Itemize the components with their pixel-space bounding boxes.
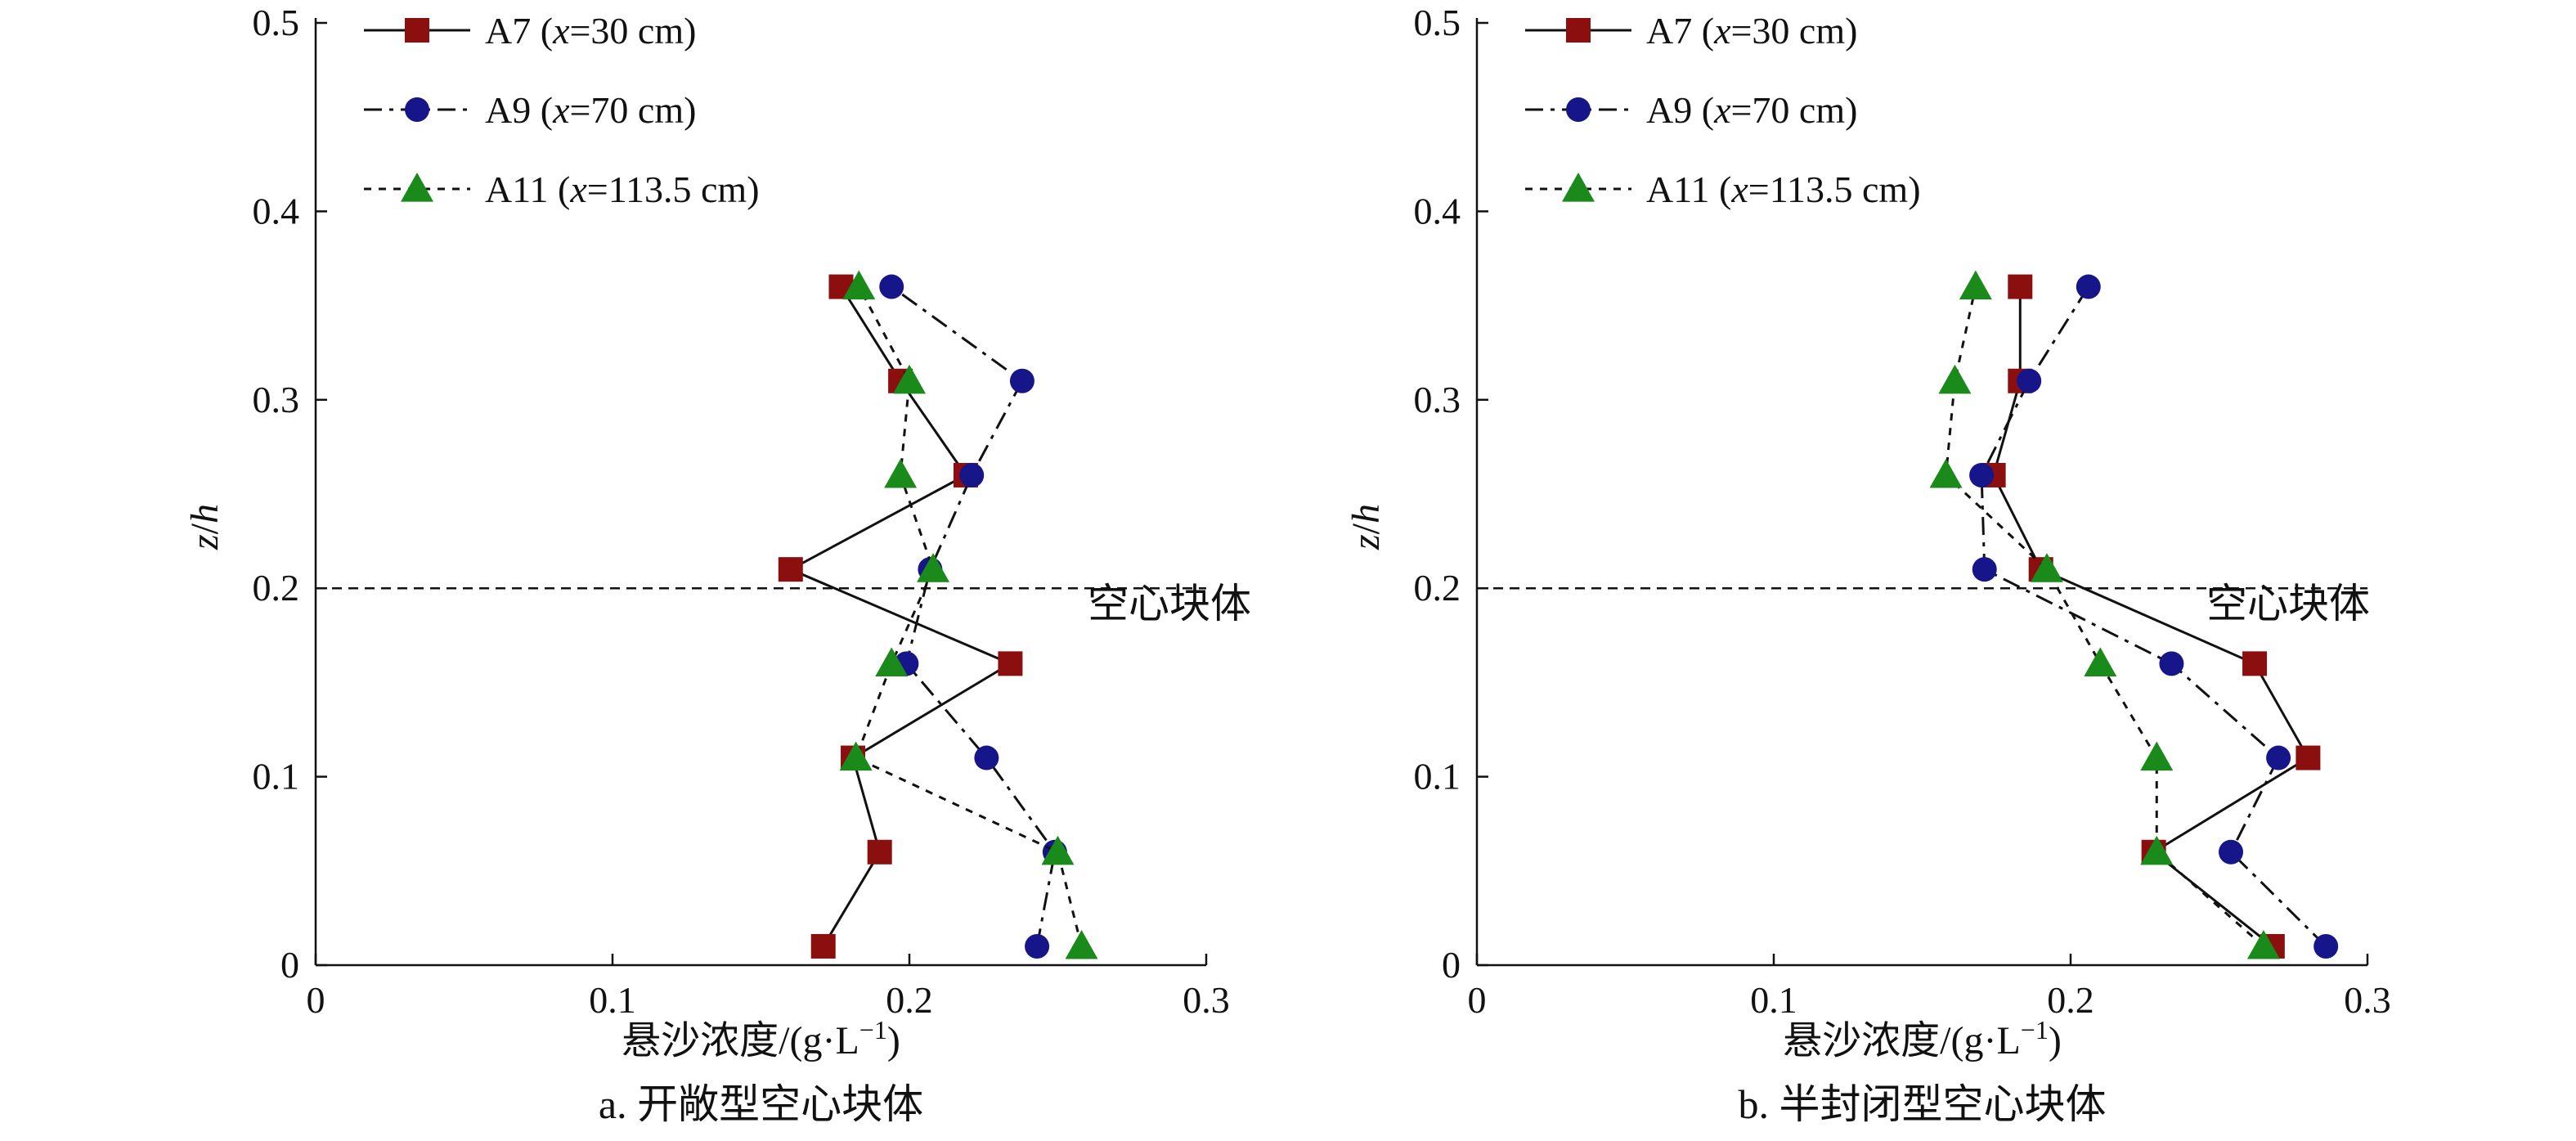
data-point-A11 (1041, 835, 1075, 865)
x-tick-label: 0 (1468, 979, 1487, 1021)
data-point-A7 (778, 557, 803, 582)
legend: A7 (x=30 cm) A9 (x=70 cm) A11 (x=113.5 cm) (364, 10, 760, 210)
data-point-A9 (2017, 368, 2042, 393)
y-tick-label: 0.5 (1414, 2, 1461, 43)
y-tick-label: 0.2 (253, 567, 300, 609)
x-tick-label: 0.2 (886, 979, 933, 1021)
data-point-A9 (1009, 368, 1034, 393)
series-line-A9 (891, 285, 1057, 947)
data-point-A11 (893, 364, 926, 394)
y-tick-label: 0 (280, 944, 299, 986)
y-tick-label: 0.3 (1414, 379, 1461, 420)
data-point-A7 (2242, 651, 2268, 676)
y-tick-label: 0.4 (253, 190, 300, 231)
x-tick-label: 0.1 (1750, 979, 1797, 1021)
legend-marker-A11 (401, 173, 433, 202)
y-tick-label: 0.3 (253, 379, 300, 420)
y-tick-label: 0.1 (1414, 756, 1461, 797)
reference-line-label: 空心块体 (1088, 581, 1251, 627)
legend: A7 (x=30 cm) A9 (x=70 cm) A11 (x=113.5 cm) (1525, 10, 1921, 210)
x-tick-label: 0.2 (2047, 979, 2094, 1021)
panel-caption: b. 半封闭型空心块体 (1739, 1081, 2107, 1127)
data-point-A11 (2140, 741, 2174, 771)
legend-label-A11: A11 (x=113.5 cm) (1646, 168, 1921, 210)
data-point-A9 (1969, 462, 1995, 487)
legend-label-A7: A7 (x=30 cm) (1646, 10, 1857, 52)
data-point-A11 (917, 553, 950, 582)
legend-marker-A7 (1566, 18, 1591, 43)
data-point-A11 (1959, 270, 1992, 300)
data-point-A9 (974, 745, 999, 770)
legend-label-A9: A9 (x=70 cm) (485, 89, 696, 131)
data-point-A9 (2266, 745, 2291, 770)
y-axis-title: z/h (1344, 504, 1388, 550)
legend-label-A9: A9 (x=70 cm) (1646, 89, 1857, 131)
series-line-A11 (854, 285, 1083, 947)
data-point-A11 (2140, 835, 2174, 865)
x-tick-label: 0.1 (589, 979, 636, 1021)
legend-label-A11: A11 (x=113.5 cm) (485, 168, 760, 210)
y-tick-label: 0 (1442, 944, 1461, 986)
data-point-A11 (1065, 929, 1098, 959)
series-line-A7 (788, 285, 1013, 947)
y-tick-label: 0.5 (253, 2, 300, 43)
data-point-A11 (2246, 929, 2280, 959)
data-point-A7 (810, 933, 836, 959)
x-axis-title: 悬沙浓度/(g·L−1) (1783, 1015, 2062, 1062)
data-point-A7 (998, 651, 1023, 676)
y-tick-label: 0.4 (1414, 190, 1461, 231)
data-point-A7 (2008, 274, 2033, 299)
x-tick-label: 0 (307, 979, 325, 1021)
chart-panel-1: 0 0.1 0.2 0.3 0.4 0.5 0 0.1 0.2 0.3 空心块体 A7 (x=30 c… (183, 2, 1251, 1127)
legend-marker-A11 (1562, 173, 1595, 202)
series-A7 (778, 274, 1023, 959)
data-point-A9 (1025, 933, 1050, 959)
legend-marker-A9 (1566, 97, 1591, 122)
data-point-A9 (1972, 557, 1997, 582)
data-point-A9 (2219, 839, 2244, 865)
data-point-A7 (2296, 745, 2321, 770)
reference-line-label: 空心块体 (2206, 581, 2370, 627)
data-point-A11 (1938, 364, 1972, 394)
data-point-A11 (875, 647, 909, 676)
series-A11 (839, 270, 1098, 959)
data-point-A9 (2076, 274, 2101, 299)
series-A9 (1969, 274, 2339, 959)
data-point-A9 (879, 274, 904, 299)
x-tick-label: 0.3 (1183, 979, 1230, 1021)
data-point-A11 (839, 741, 873, 771)
data-point-A7 (867, 839, 892, 865)
x-axis-title: 悬沙浓度/(g·L−1) (622, 1015, 900, 1062)
legend-label-A7: A7 (x=30 cm) (485, 10, 696, 52)
legend-marker-A9 (405, 97, 429, 122)
data-point-A11 (2084, 647, 2117, 676)
y-tick-label: 0.2 (1414, 567, 1461, 609)
series-line-A11 (1944, 286, 2264, 948)
legend-marker-A7 (405, 18, 429, 43)
data-point-A11 (842, 270, 876, 300)
data-point-A11 (1929, 458, 1963, 488)
series-line-A7 (1992, 286, 2310, 948)
data-point-A9 (2313, 933, 2339, 959)
series-A11 (1929, 270, 2280, 959)
data-point-A9 (2159, 651, 2184, 676)
y-axis-title: z/h (183, 504, 227, 550)
data-point-A11 (2030, 553, 2063, 582)
series-line-A9 (1980, 285, 2327, 948)
panel-caption: a. 开敞型空心块体 (599, 1081, 923, 1127)
y-tick-label: 0.1 (253, 756, 300, 797)
data-point-A9 (959, 462, 985, 487)
x-tick-label: 0.3 (2344, 979, 2391, 1021)
data-point-A11 (884, 458, 918, 488)
chart-panel-2: 0 0.1 0.2 0.3 0.4 0.5 0 0.1 0.2 0.3 空心块体 A7 (x=30 c… (1344, 2, 2391, 1127)
